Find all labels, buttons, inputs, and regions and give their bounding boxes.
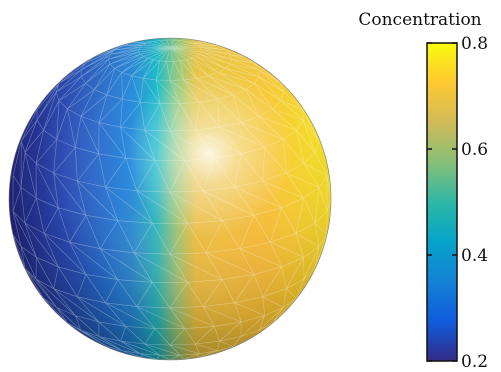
colorbar-tick-label: 0.6	[461, 140, 488, 160]
sphere-outline	[8, 37, 332, 361]
colorbar-gradient	[426, 42, 458, 362]
colorbar-tick-label: 0.8	[461, 34, 488, 54]
sphere-lighting	[9, 38, 331, 360]
sphere-surface	[8, 37, 332, 361]
colorbar-tick-label: 0.4	[461, 246, 488, 266]
colorbar: Concentration 0.2 0.4 0.6 0.8	[358, 10, 488, 372]
colorbar-tick-label: 0.2	[461, 352, 488, 372]
colorbar-title: Concentration	[358, 10, 481, 30]
colorbar-ticks: 0.2 0.4 0.6 0.8	[427, 34, 488, 372]
